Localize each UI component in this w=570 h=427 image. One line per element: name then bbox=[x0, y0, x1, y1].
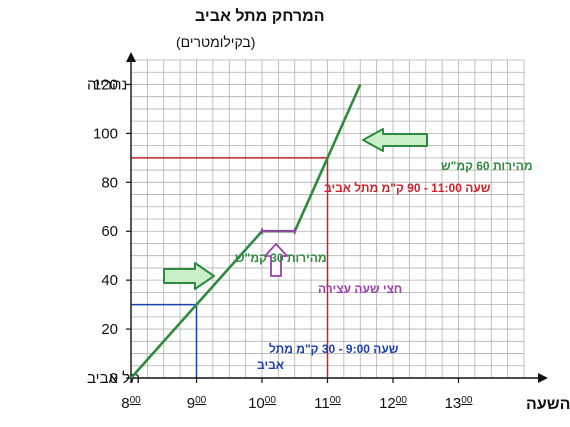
x-tick-label: 1200 bbox=[379, 395, 407, 412]
reference-lines bbox=[131, 157, 329, 378]
x-axis-arrowhead bbox=[538, 373, 548, 383]
y-place-label: נהרייה bbox=[87, 76, 127, 93]
y-tick-label: 20 bbox=[101, 321, 118, 338]
y-axis-arrowhead bbox=[126, 52, 136, 62]
annotation-red-time: שעה 11:00 - 90 ק"מ מתל אביב bbox=[324, 181, 491, 195]
annotation-blue-time-line1: שעה 9:00 - 30 ק"מ מתל bbox=[269, 342, 399, 356]
y-tick-label: 60 bbox=[101, 223, 118, 240]
y-tick-label: 0 bbox=[110, 370, 118, 387]
y-tick-label: 80 bbox=[101, 174, 118, 191]
chart-title: המרחק מתל אביב bbox=[195, 7, 325, 25]
y-place-label: תל אביב bbox=[87, 370, 140, 387]
x-tick-label: 1300 bbox=[445, 395, 473, 412]
break-bracket bbox=[261, 228, 296, 235]
speed-60-arrow-icon bbox=[362, 128, 428, 152]
annotation-blue-time-line2: אביב bbox=[257, 358, 284, 372]
annotation-speed-30: מהירות 30 קמ"ש bbox=[235, 251, 327, 265]
annotation-break: חצי שעה עצירה bbox=[318, 282, 402, 296]
x-tick-label: 800 bbox=[121, 395, 141, 412]
y-tick-label: 100 bbox=[93, 125, 118, 142]
x-axis-label: השעה bbox=[526, 396, 570, 413]
y-tick-label: 120 bbox=[93, 76, 118, 93]
x-tick-label: 1100 bbox=[314, 395, 341, 412]
speed-30-arrow-icon bbox=[163, 262, 215, 290]
tick-labels: 0 20 40 60 80 100 120 תל אביב נהרייה 800 900 1000 11… bbox=[87, 76, 473, 412]
chart-subtitle: (בקילומטרים) bbox=[176, 34, 255, 50]
annotations-decor bbox=[163, 128, 428, 290]
axes bbox=[126, 52, 548, 383]
y-tick-label: 40 bbox=[101, 272, 118, 289]
x-tick-label: 900 bbox=[187, 395, 207, 412]
annotation-speed-60: מהירות 60 קמ"ש bbox=[441, 159, 533, 173]
x-tick-label: 1000 bbox=[248, 395, 276, 412]
break-arrow-icon bbox=[264, 243, 288, 277]
